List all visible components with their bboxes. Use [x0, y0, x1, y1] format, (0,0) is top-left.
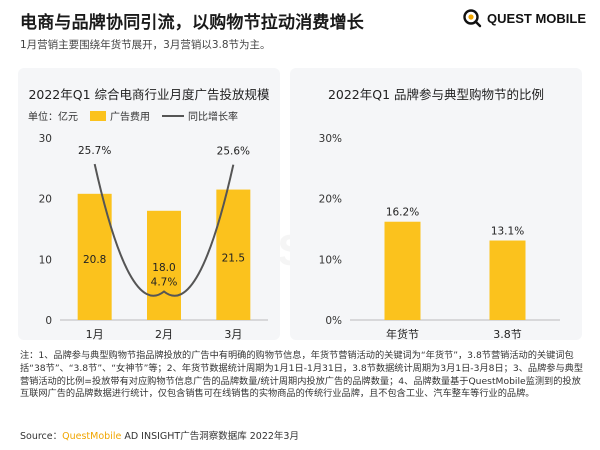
chart-title-festival-share: 2022年Q1 品牌参与典型购物节的比例	[327, 87, 545, 102]
unit-label: 单位：亿元	[28, 112, 78, 123]
y-tick-label: 10%	[319, 254, 342, 266]
y-tick-label: 10	[39, 254, 52, 266]
logo-text: QUEST MOBILE	[487, 10, 586, 26]
legend-swatch-line	[162, 114, 184, 117]
bar	[384, 221, 421, 320]
bar	[77, 193, 112, 320]
source-suffix: AD INSIGHT广告洞察数据库 2022年3月	[121, 431, 299, 442]
bar-value-label: 18.0	[152, 262, 175, 274]
page-subtitle: 1月营销主要围绕年货节展开，3月营销以3.8节为主。	[20, 39, 271, 51]
y-tick-label: 30	[39, 133, 52, 145]
bar-value-label: 16.2%	[386, 207, 419, 219]
ad-spend-chart: 0 10 20 30 20.8 1月 18.0 2月 21.5 3月 25.7% 4.7% 25.6%	[39, 133, 268, 341]
chart-legend: 单位：亿元 广告费用 同比增长率	[28, 108, 238, 123]
yoy-growth-line	[93, 163, 235, 297]
bar-value-label: 21.5	[222, 252, 245, 264]
chart-panel-festival-share: 2022年Q1 品牌参与典型购物节的比例 0% 10% 20% 30% 16.2% 年货节…	[290, 68, 582, 341]
source-line: Source：QuestMobile AD INSIGHT广告洞察数据库 202…	[20, 428, 299, 442]
y-tick-label: 20	[39, 194, 52, 206]
legend-swatch-bar	[90, 110, 106, 121]
y-tick-label: 0%	[325, 315, 342, 327]
footnotes: 注：1、品牌参与典型购物节指品牌投放的广告中有明确的购物节信息，年货节营销活动的…	[20, 350, 584, 400]
line-value-label: 4.7%	[151, 276, 178, 288]
source-brand: QuestMobile	[62, 431, 122, 442]
x-tick-label: 年货节	[386, 327, 419, 341]
legend-label-ad-cost: 广告费用	[110, 112, 150, 123]
source-prefix: Source：	[20, 431, 63, 442]
line-value-label: 25.7%	[78, 145, 111, 157]
x-tick-label: 1月	[86, 328, 104, 341]
bar-value-label: 13.1%	[491, 226, 524, 238]
festival-share-chart: 0% 10% 20% 30% 16.2% 年货节 13.1% 3.8节	[319, 133, 560, 341]
bar	[489, 240, 526, 320]
quest-mobile-logo: QUEST MOBILE	[462, 8, 586, 28]
x-tick-label: 2月	[155, 328, 173, 341]
bar-value-label: 20.8	[83, 254, 106, 266]
legend-label-yoy: 同比增长率	[188, 112, 238, 123]
x-tick-label: 3.8节	[493, 328, 522, 341]
bar	[147, 210, 181, 320]
y-tick-label: 30%	[319, 133, 342, 145]
page-title: 电商与品牌协同引流，以购物节拉动消费增长	[20, 13, 364, 33]
y-tick-label: 20%	[319, 194, 342, 206]
line-value-label: 25.6%	[217, 146, 250, 158]
chart-title-ad-spend: 2022年Q1 综合电商行业月度广告投放规模	[28, 87, 270, 102]
chart-panel-ad-spend: 2022年Q1 综合电商行业月度广告投放规模 单位：亿元 广告费用 同比增长率 …	[18, 68, 280, 341]
logo-icon	[463, 9, 482, 28]
x-tick-label: 3月	[224, 328, 242, 341]
y-tick-label: 0	[45, 315, 52, 327]
